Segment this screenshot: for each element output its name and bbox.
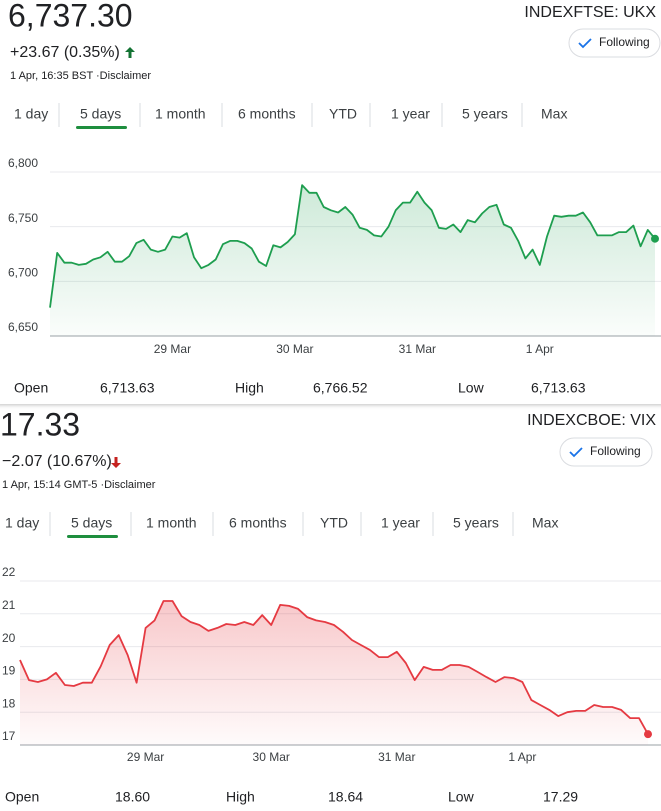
stat-value: 6,713.63 <box>531 380 586 396</box>
active-tab-underline <box>67 535 118 538</box>
range-tab[interactable]: Max <box>532 515 558 531</box>
change-arrow <box>125 47 135 58</box>
x-tick-label: 31 Mar <box>378 750 415 764</box>
range-tab[interactable]: YTD <box>320 515 348 531</box>
range-tab[interactable]: YTD <box>329 106 357 122</box>
following-label[interactable]: Following <box>590 444 641 458</box>
price-line <box>19 600 649 735</box>
x-tick-label: 30 Mar <box>276 342 313 356</box>
range-tab[interactable]: 5 years <box>462 106 508 122</box>
price-change: −2.07 (10.67%) <box>2 453 112 470</box>
following-button[interactable] <box>568 28 661 58</box>
range-tab[interactable]: 1 day <box>14 106 48 122</box>
range-tab[interactable]: 5 years <box>453 515 499 531</box>
timestamp: 1 Apr, 15:14 GMT-5 ·Disclaimer <box>2 479 156 491</box>
stat-label: Open <box>14 380 48 396</box>
timestamp: 1 Apr, 16:35 BST ·Disclaimer <box>10 70 151 82</box>
stat-label: Low <box>458 380 485 396</box>
range-tab[interactable]: 1 year <box>391 106 430 122</box>
active-tab-underline <box>76 126 127 129</box>
stat-label: High <box>226 789 255 805</box>
x-tick-label: 29 Mar <box>154 342 191 356</box>
range-tab[interactable]: 5 days <box>71 515 112 531</box>
y-tick-label: 20 <box>2 631 16 645</box>
y-tick-label: 6,800 <box>8 156 38 170</box>
stat-label: Low <box>448 789 475 805</box>
price-change: +23.67 (0.35%) <box>10 44 120 61</box>
last-point <box>651 234 659 243</box>
range-tab[interactable]: 6 months <box>238 106 296 122</box>
y-tick-label: 6,650 <box>8 320 38 334</box>
stat-label: Open <box>5 789 39 805</box>
card <box>0 0 661 404</box>
ticker: INDEXFTSE: UKX <box>524 4 656 21</box>
check-icon <box>578 38 592 49</box>
range-tab[interactable]: 6 months <box>229 515 287 531</box>
following-label[interactable]: Following <box>599 35 650 49</box>
area-fill <box>20 601 648 745</box>
range-tab[interactable]: 1 day <box>5 515 39 531</box>
price-line <box>49 184 656 308</box>
y-tick-label: 17 <box>2 729 16 743</box>
y-tick-label: 22 <box>2 565 16 579</box>
y-tick-label: 6,700 <box>8 266 38 280</box>
y-tick-label: 18 <box>2 696 16 710</box>
y-tick-label: 6,750 <box>8 211 38 225</box>
y-tick-label: 19 <box>2 664 16 678</box>
range-tab[interactable]: 1 year <box>381 515 420 531</box>
stat-value: 18.64 <box>328 789 363 805</box>
stat-value: 6,713.63 <box>100 380 155 396</box>
following-button[interactable] <box>559 437 653 467</box>
stat-label: High <box>235 380 264 396</box>
last-point <box>644 730 652 739</box>
x-tick-label: 1 Apr <box>526 342 554 356</box>
range-tab[interactable]: 1 month <box>146 515 197 531</box>
range-tab[interactable]: 1 month <box>155 106 206 122</box>
range-tab[interactable]: Max <box>541 106 567 122</box>
price: 6,737.30 <box>8 0 133 33</box>
range-tab[interactable]: 5 days <box>80 106 121 122</box>
check-icon <box>569 447 583 458</box>
stat-value: 17.29 <box>543 789 578 805</box>
x-tick-label: 1 Apr <box>508 750 536 764</box>
x-tick-label: 30 Mar <box>253 750 290 764</box>
y-tick-label: 21 <box>2 598 16 612</box>
change-arrow <box>111 457 121 468</box>
x-tick-label: 29 Mar <box>127 750 164 764</box>
x-tick-label: 31 Mar <box>399 342 436 356</box>
ticker: INDEXCBOE: VIX <box>527 412 656 429</box>
stat-value: 6,766.52 <box>313 380 368 396</box>
price: 17.33 <box>0 406 80 442</box>
stat-value: 18.60 <box>115 789 150 805</box>
area-fill <box>50 185 655 336</box>
